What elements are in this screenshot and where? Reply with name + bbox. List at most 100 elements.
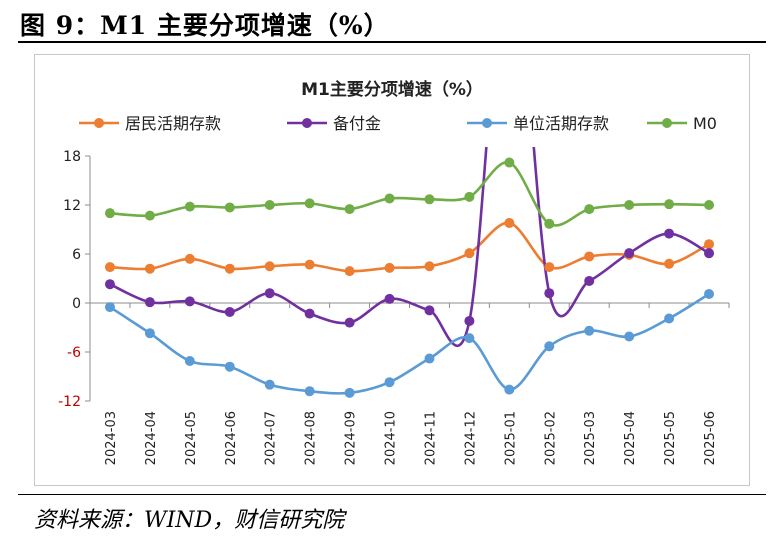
data-point	[424, 305, 435, 316]
chart-frame: M1主要分项增速（%） 居民活期存款 备付金 单位活期存款 M0 -12 -6 0 6 12 1…	[34, 54, 750, 486]
data-point	[384, 293, 395, 304]
series-layer	[109, 147, 710, 395]
data-point	[184, 355, 195, 366]
y-tick-label: 12	[63, 198, 81, 214]
data-point	[584, 251, 595, 262]
x-tick-label: 2025-01	[503, 411, 518, 465]
axes: -12 -6 0 6 12 18	[58, 149, 730, 410]
data-point	[704, 289, 715, 300]
data-point	[704, 248, 715, 259]
data-point	[144, 328, 155, 339]
chart-title: M1主要分项增速（%）	[301, 79, 483, 100]
data-point	[304, 259, 315, 270]
data-point	[144, 210, 155, 221]
data-point	[144, 297, 155, 308]
legend-label: 单位活期存款	[513, 114, 609, 133]
data-point	[584, 325, 595, 336]
legend-marker	[662, 118, 672, 128]
data-point	[344, 266, 355, 277]
x-tick-label: 2025-03	[583, 411, 598, 465]
data-point	[504, 217, 515, 228]
data-point	[464, 248, 475, 259]
figure-title: 图 9：M1 主要分项增速（%）	[20, 11, 390, 40]
legend-label: M0	[693, 114, 717, 133]
data-point	[224, 202, 235, 213]
x-tick-label: 2025-02	[543, 411, 558, 465]
data-point	[424, 353, 435, 364]
data-point	[304, 308, 315, 319]
legend-item: 备付金	[287, 114, 381, 133]
legend-marker	[94, 118, 104, 128]
data-point	[384, 193, 395, 204]
data-point	[464, 191, 475, 202]
data-point	[184, 253, 195, 264]
legend-marker	[482, 118, 492, 128]
data-point	[664, 313, 675, 324]
data-point	[104, 208, 115, 219]
series-line-2	[109, 292, 710, 395]
x-tick-label: 2024-08	[304, 411, 319, 465]
x-tick-label: 2024-04	[144, 411, 159, 465]
data-point	[264, 261, 275, 272]
bottom-rule	[18, 494, 766, 495]
data-point	[264, 200, 275, 210]
data-point	[424, 194, 435, 205]
data-point	[504, 384, 515, 395]
legend-item: 单位活期存款	[467, 114, 609, 133]
x-tick-label: 2025-05	[663, 411, 678, 465]
data-point	[184, 296, 195, 307]
data-point	[264, 288, 275, 299]
x-tick-label: 2024-12	[463, 411, 478, 465]
data-point	[144, 263, 155, 274]
points-layer	[104, 157, 715, 398]
data-point	[384, 377, 395, 388]
y-tick-label: -6	[67, 345, 81, 361]
data-point	[664, 258, 675, 269]
series-line-0	[109, 221, 710, 273]
data-point	[424, 261, 435, 272]
y-tick-label: 6	[72, 247, 81, 263]
data-point	[664, 199, 675, 210]
data-point	[544, 288, 555, 299]
data-point	[624, 200, 635, 210]
data-point	[704, 239, 715, 250]
data-point	[184, 201, 195, 212]
figure-header: 图 9：M1 主要分项增速（%）	[20, 4, 770, 42]
legend-item: M0	[647, 114, 717, 133]
legend-label: 居民活期存款	[125, 114, 221, 133]
x-tick-label: 2024-11	[423, 411, 438, 465]
data-point	[344, 204, 355, 215]
source-note: 资料来源：WIND，财信研究院	[34, 508, 345, 533]
data-point	[104, 302, 115, 313]
data-point	[224, 361, 235, 372]
data-point	[504, 157, 515, 168]
x-tick-label: 2024-07	[264, 411, 279, 465]
data-point	[584, 204, 595, 215]
series-line-3	[109, 161, 710, 227]
y-tick-label: 0	[72, 296, 81, 312]
data-point	[224, 306, 235, 317]
data-point	[264, 379, 275, 390]
data-point	[544, 218, 555, 229]
legend: 居民活期存款 备付金 单位活期存款 M0	[79, 114, 717, 133]
data-point	[344, 317, 355, 328]
data-point	[304, 198, 315, 209]
data-point	[384, 262, 395, 273]
data-point	[544, 262, 555, 273]
data-point	[104, 279, 115, 290]
top-rule	[18, 41, 766, 43]
x-tick-label: 2024-03	[104, 411, 119, 465]
legend-item: 居民活期存款	[79, 114, 221, 133]
x-tick-label: 2025-06	[703, 411, 718, 465]
x-tick-label: 2024-09	[344, 411, 359, 465]
data-point	[464, 315, 475, 326]
data-point	[224, 263, 235, 274]
x-tick-label: 2024-05	[184, 411, 199, 465]
data-point	[584, 275, 595, 286]
data-point	[104, 262, 115, 273]
x-tick-label: 2025-04	[623, 411, 638, 465]
data-point	[304, 386, 315, 397]
data-point	[704, 200, 715, 210]
y-tick-label: -12	[58, 394, 81, 410]
x-tick-label: 2024-06	[224, 411, 239, 465]
